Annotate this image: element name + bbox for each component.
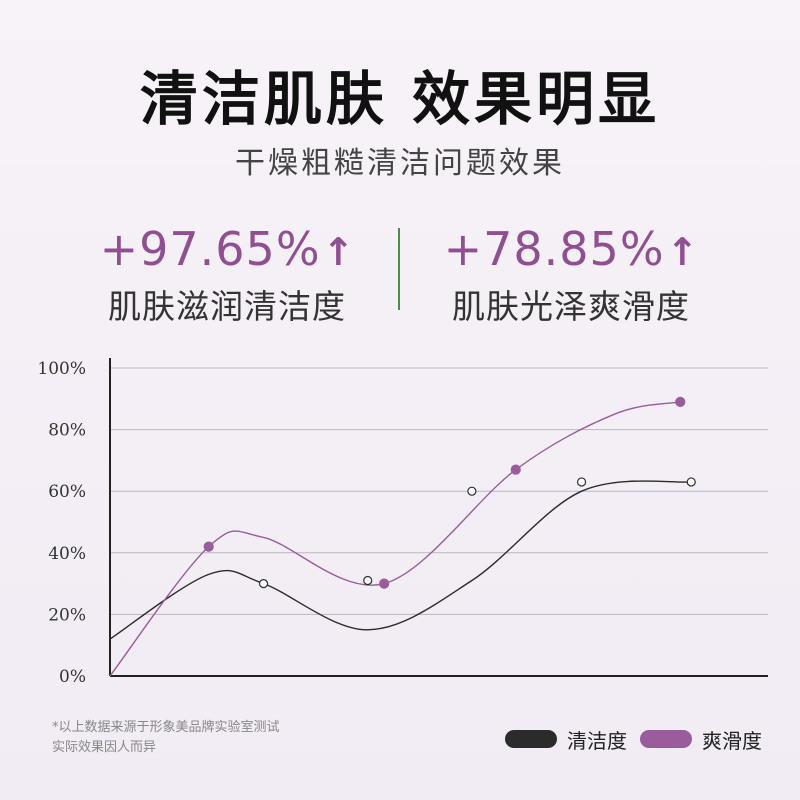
series-line <box>109 480 692 640</box>
disclaimer-note: *以上数据来源于形象美品牌实验室测试 实际效果因人而异 <box>52 718 280 758</box>
legend-swatch-dark <box>505 730 557 748</box>
stat-smoothness: +78.85%↑ 肌肤光泽爽滑度 <box>406 222 736 328</box>
disclaimer-line-1: *以上数据来源于形象美品牌实验室测试 <box>52 720 280 735</box>
page-title: 清洁肌肤 效果明显 <box>139 65 661 133</box>
page-subtitle: 干燥粗糙清洁问题效果 <box>235 146 565 181</box>
arrow-up-icon: ↑ <box>322 230 355 274</box>
series-line <box>109 401 681 677</box>
data-point <box>203 541 214 552</box>
data-point <box>576 477 587 487</box>
stat-moisture-label: 肌肤滋润清洁度 <box>108 287 346 326</box>
y-tick-label: 100% <box>37 359 86 379</box>
line-chart: 0% 20% 40% 60% 80% 100% <box>37 358 768 687</box>
data-point <box>467 486 477 496</box>
arrow-up-icon: ↑ <box>666 230 699 274</box>
stat-smoothness-value: +78.85% <box>443 222 665 276</box>
data-point <box>686 477 696 487</box>
stat-divider <box>398 228 400 310</box>
disclaimer-line-2: 实际效果因人而异 <box>52 740 157 755</box>
legend-label-cleanliness: 清洁度 <box>567 728 627 753</box>
legend-label-smoothness: 爽滑度 <box>702 728 762 753</box>
data-point <box>258 579 269 589</box>
legend-item-smoothness: 爽滑度 <box>640 728 762 753</box>
legend-swatch-purple <box>640 730 692 748</box>
data-point <box>510 464 521 475</box>
y-tick-label: 80% <box>48 421 86 441</box>
y-tick-label: 0% <box>59 667 86 687</box>
data-point <box>363 575 373 586</box>
stat-moisture: +97.65%↑ 肌肤滋润清洁度 <box>62 222 392 328</box>
stat-moisture-value: +97.65% <box>99 222 321 276</box>
y-tick-label: 60% <box>48 482 86 502</box>
y-tick-label: 40% <box>48 544 86 564</box>
stat-smoothness-label: 肌肤光泽爽滑度 <box>452 287 690 326</box>
data-point <box>379 578 390 589</box>
data-point <box>675 396 686 407</box>
legend-item-cleanliness: 清洁度 <box>505 728 627 753</box>
y-tick-label: 20% <box>48 605 86 625</box>
